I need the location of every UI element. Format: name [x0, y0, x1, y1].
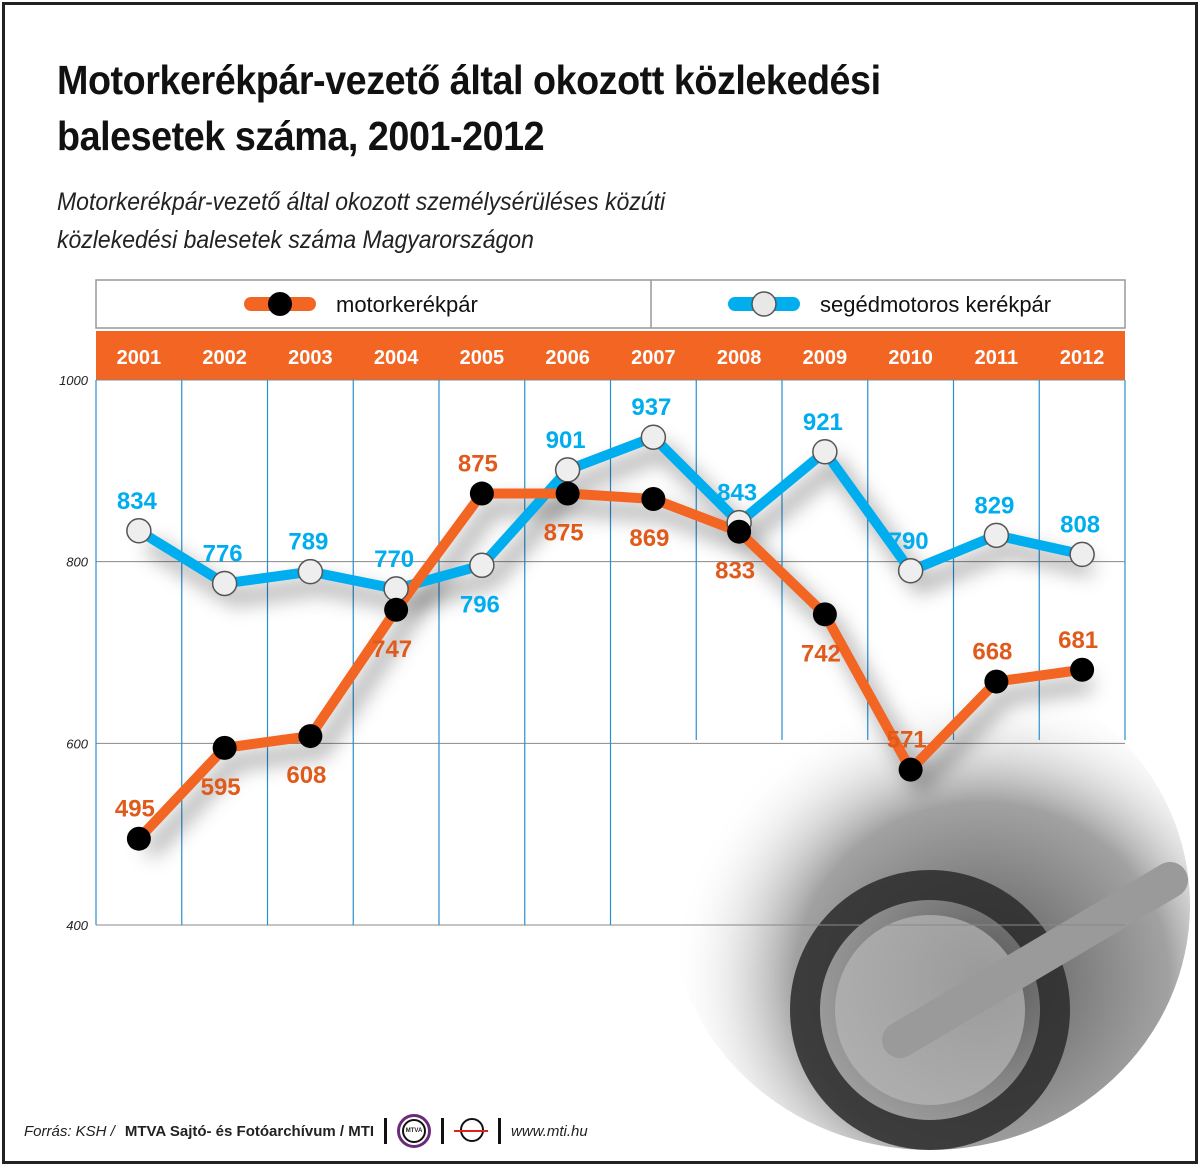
title-line-2: balesetek száma, 2001-2012: [57, 113, 545, 159]
x-tick-label: 2009: [803, 347, 848, 369]
data-point: [1069, 541, 1095, 568]
source-prefix: Forrás: KSH /: [24, 1122, 115, 1140]
data-label: 796: [460, 591, 500, 618]
data-point: [126, 518, 152, 544]
data-point: [897, 558, 924, 584]
data-point: [983, 522, 1010, 549]
x-tick-label: 2008: [717, 347, 762, 369]
data-label: 742: [801, 640, 841, 667]
legend-marker-1: [751, 291, 777, 317]
divider: [498, 1118, 502, 1144]
title-line-1: Motorkerékpár-vezető által okozott közle…: [57, 57, 881, 103]
data-label: 875: [458, 451, 498, 478]
data-point: [812, 439, 838, 465]
data-point: [640, 424, 667, 450]
data-label: 608: [286, 762, 326, 789]
data-label: 921: [803, 409, 843, 436]
data-point: [298, 724, 323, 749]
x-tick-label: 2003: [288, 347, 333, 369]
data-label: 829: [974, 492, 1014, 519]
data-label: 681: [1058, 627, 1098, 654]
data-point: [297, 558, 324, 585]
x-tick-label: 2005: [460, 347, 505, 369]
series-shadow: [143, 500, 1094, 858]
data-point: [727, 519, 752, 544]
data-label: 790: [889, 528, 929, 555]
subtitle-line-1: Motorkerékpár-vezető által okozott szemé…: [57, 188, 666, 216]
data-label: 495: [115, 796, 155, 823]
data-label: 843: [717, 480, 757, 507]
data-point: [384, 597, 409, 622]
series-line-motorkerekpar: [135, 488, 1083, 843]
data-point: [1070, 657, 1095, 682]
data-point: [555, 481, 580, 506]
mtva-logo-icon: MTVA: [397, 1114, 432, 1148]
data-point: [469, 481, 494, 506]
series-shadow: [145, 443, 1094, 611]
legend-label-1: segédmotoros kerékpár: [820, 292, 1051, 317]
data-label: 668: [972, 639, 1012, 666]
footer: Forrás: KSH / MTVA Sajtó- és Fotóarchívu…: [24, 1114, 588, 1148]
data-label: 789: [288, 529, 328, 556]
data-point: [554, 457, 581, 483]
divider: [441, 1118, 445, 1144]
data-point: [812, 602, 837, 627]
y-tick-label: 400: [66, 918, 88, 933]
data-label: 770: [374, 546, 414, 573]
data-label: 747: [372, 636, 412, 663]
x-tick-label: 2010: [888, 347, 933, 369]
data-label: 808: [1060, 511, 1100, 538]
data-point: [641, 486, 666, 511]
x-tick-label: 2007: [631, 347, 676, 369]
x-tick-label: 2006: [545, 347, 590, 369]
year-band: [96, 331, 1125, 380]
mti-logo-icon: [454, 1116, 489, 1146]
data-label: 833: [715, 558, 755, 585]
motorcycle-tire: [790, 870, 1070, 1150]
data-label: 571: [887, 727, 927, 754]
data-label: 834: [117, 488, 158, 515]
x-tick-label: 2002: [202, 347, 247, 369]
data-label: 869: [629, 525, 669, 552]
y-tick-label: 600: [66, 736, 88, 751]
data-point: [898, 757, 923, 782]
website-link[interactable]: www.mti.hu: [511, 1122, 588, 1140]
data-point: [212, 735, 237, 760]
y-tick-label: 800: [66, 555, 88, 570]
data-label: 901: [546, 427, 586, 454]
x-tick-label: 2004: [374, 347, 419, 369]
data-point: [383, 576, 409, 602]
source-credit: MTVA Sajtó- és Fotóarchívum / MTI: [124, 1122, 375, 1140]
legend-marker-0: [268, 292, 292, 316]
y-tick-label: 1000: [59, 373, 89, 388]
x-tick-label: 2011: [975, 347, 1018, 369]
data-point: [469, 552, 495, 579]
series-line-segedmotoros: [136, 432, 1084, 594]
subtitle-line-2: közlekedési balesetek száma Magyarország…: [57, 226, 534, 254]
data-label: 875: [544, 520, 584, 547]
legend-label-0: motorkerékpár: [336, 292, 478, 317]
chart-subtitle: Motorkerékpár-vezető által okozott szemé…: [57, 183, 793, 259]
chart-title: Motorkerékpár-vezető által okozott közle…: [57, 52, 977, 164]
data-point: [984, 669, 1009, 694]
data-point: [126, 826, 151, 851]
data-label: 776: [203, 540, 243, 567]
x-tick-label: 2012: [1060, 347, 1105, 369]
data-point: [211, 570, 238, 597]
data-label: 595: [201, 774, 241, 801]
fork: [882, 862, 1188, 1058]
divider: [384, 1118, 388, 1144]
data-label: 937: [631, 394, 671, 421]
x-tick-label: 2001: [117, 347, 162, 369]
mtva-logo-text: MTVA: [402, 1119, 427, 1143]
